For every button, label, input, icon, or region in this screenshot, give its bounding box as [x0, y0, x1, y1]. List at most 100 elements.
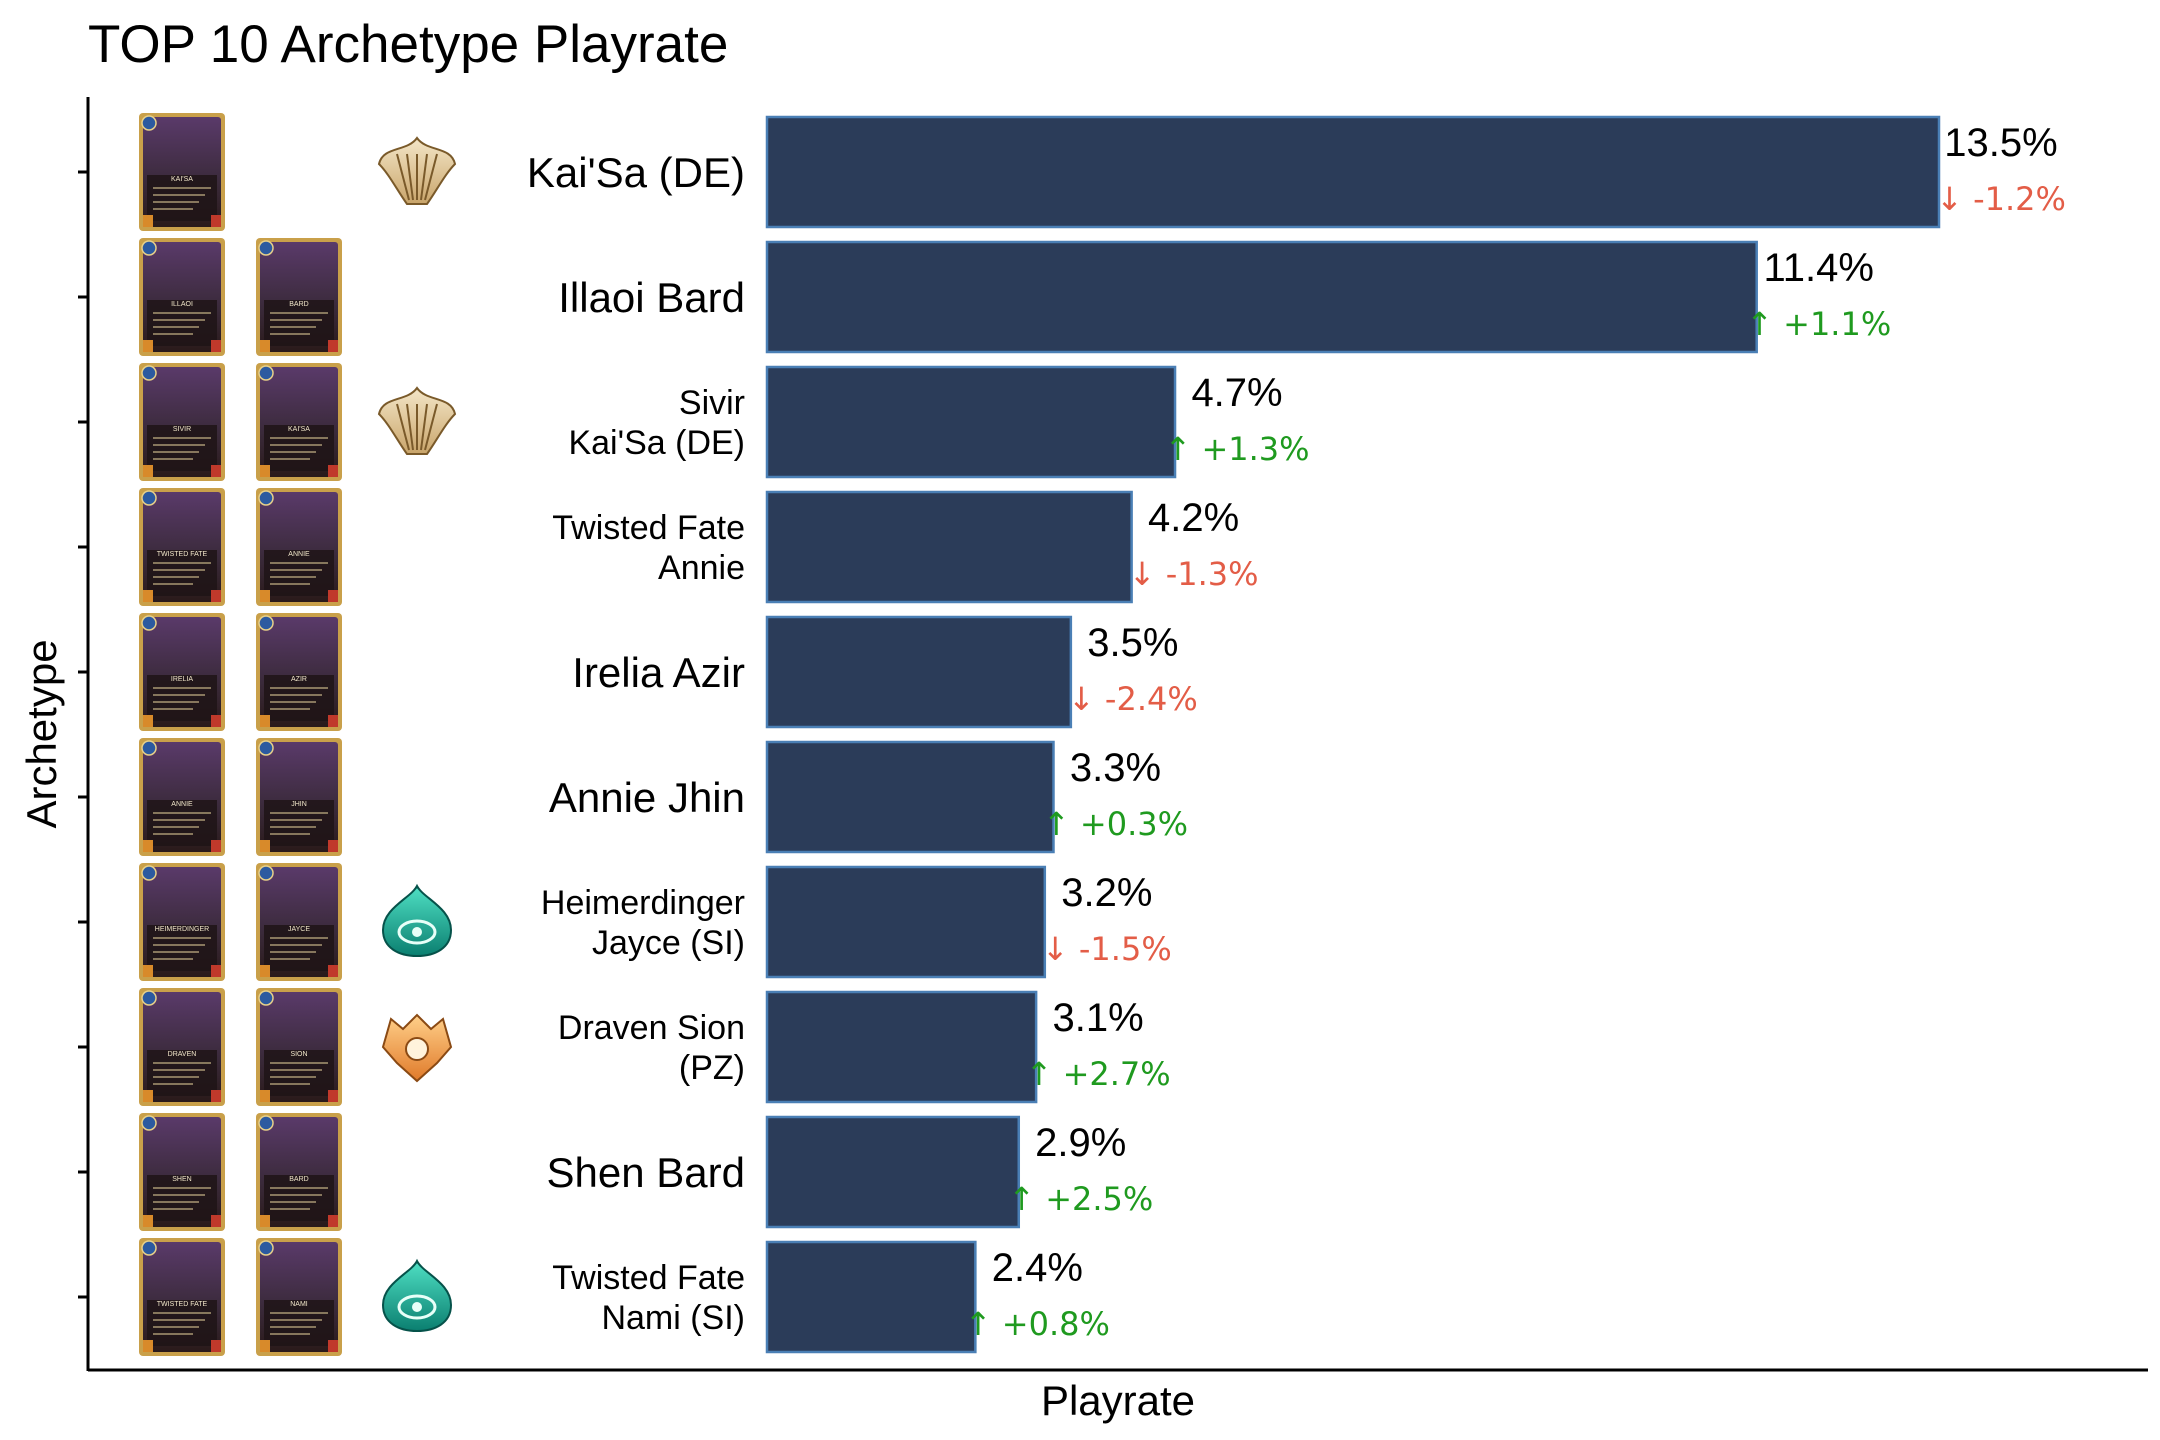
archetype-row: DRAVEN SION Draven Sion(PZ) 3.1% ↑ +2.7% — [139, 988, 1171, 1106]
shurima-icon — [377, 136, 457, 205]
card-name: HEIMERDINGER — [155, 926, 209, 933]
card-name: BARD — [289, 301, 308, 308]
axes — [78, 97, 2148, 1372]
bar — [765, 115, 1941, 229]
champion-card: HEIMERDINGER — [139, 863, 225, 981]
champion-card: KAI'SA — [139, 113, 225, 231]
bar — [765, 865, 1047, 979]
category-label: Irelia Azir — [572, 649, 745, 696]
value-label: 2.9% — [1035, 1121, 1126, 1165]
champion-card: BARD — [256, 238, 342, 356]
card-name: SIVIR — [173, 426, 191, 433]
card-name: KAI'SA — [288, 426, 310, 433]
card-name: TWISTED FATE — [157, 551, 208, 558]
y-axis-label: Archetype — [18, 639, 65, 828]
card-name: BARD — [289, 1176, 308, 1183]
change-label: ↓ -1.5% — [1042, 930, 1172, 968]
chart-title: TOP 10 Archetype Playrate — [88, 15, 729, 74]
bar — [765, 740, 1055, 854]
card-name: DRAVEN — [168, 1051, 197, 1058]
change-label: ↑ +2.5% — [1008, 1180, 1153, 1218]
shadow-isles-icon — [381, 1258, 453, 1333]
card-name: TWISTED FATE — [157, 1301, 208, 1308]
champion-card: SION — [256, 988, 342, 1106]
champion-card: SHEN — [139, 1113, 225, 1231]
category-label: Kai'Sa (DE) — [568, 424, 745, 462]
value-label: 3.2% — [1061, 871, 1152, 915]
piltover-zaun-icon — [381, 1013, 453, 1083]
card-name: SION — [290, 1051, 307, 1058]
bar — [765, 990, 1038, 1104]
champion-card: JAYCE — [256, 863, 342, 981]
champion-card: KAI'SA — [256, 363, 342, 481]
category-label: Heimerdinger — [541, 884, 745, 922]
change-label: ↑ +2.7% — [1026, 1055, 1171, 1093]
champion-card: ANNIE — [139, 738, 225, 856]
category-label: Annie — [658, 549, 745, 587]
card-name: ANNIE — [288, 551, 310, 558]
change-label: ↑ +1.3% — [1164, 430, 1309, 468]
card-name: ANNIE — [171, 801, 193, 808]
champion-card: TWISTED FATE — [139, 488, 225, 606]
value-label: 13.5% — [1944, 121, 2057, 165]
change-label: ↑ +0.3% — [1043, 805, 1188, 843]
change-label: ↑ +1.1% — [1746, 305, 1891, 343]
category-label: (PZ) — [679, 1049, 745, 1087]
bar — [765, 490, 1133, 604]
category-label: Twisted Fate — [552, 509, 745, 547]
category-label: Jayce (SI) — [592, 924, 745, 962]
change-label: ↓ -2.4% — [1068, 680, 1198, 718]
category-label: Twisted Fate — [552, 1259, 745, 1297]
champion-card: AZIR — [256, 613, 342, 731]
shadow-isles-icon — [381, 883, 453, 958]
value-label: 3.3% — [1070, 746, 1161, 790]
champion-card: NAMI — [256, 1238, 342, 1356]
card-name: AZIR — [291, 676, 307, 683]
bar — [765, 615, 1073, 729]
x-axis-label: Playrate — [1041, 1377, 1195, 1424]
champion-card: JHIN — [256, 738, 342, 856]
value-label: 4.7% — [1191, 371, 1282, 415]
champion-card: ILLAOI — [139, 238, 225, 356]
bar — [765, 240, 1758, 354]
champion-card: BARD — [256, 1113, 342, 1231]
bar — [765, 365, 1177, 479]
category-label: Sivir — [679, 384, 745, 422]
category-label: Nami (SI) — [601, 1299, 745, 1337]
champion-card: IRELIA — [139, 613, 225, 731]
value-label: 11.4% — [1763, 246, 1873, 290]
card-name: JAYCE — [288, 926, 310, 933]
champion-card: DRAVEN — [139, 988, 225, 1106]
card-name: ILLAOI — [171, 301, 193, 308]
change-label: ↑ +0.8% — [965, 1305, 1110, 1343]
archetype-row: ANNIE JHIN Annie Jhin 3.3% ↑ +0.3% — [139, 738, 1188, 856]
archetype-row: SHEN BARD Shen Bard 2.9% ↑ +2.5% — [139, 1113, 1153, 1231]
category-label: Draven Sion — [558, 1009, 745, 1047]
value-label: 3.5% — [1087, 621, 1178, 665]
category-label: Shen Bard — [547, 1149, 745, 1196]
bar — [765, 1115, 1021, 1229]
category-label: Annie Jhin — [549, 774, 745, 821]
champion-card: TWISTED FATE — [139, 1238, 225, 1356]
archetype-row: IRELIA AZIR Irelia Azir 3.5% ↓ -2.4% — [139, 613, 1198, 731]
champion-card: SIVIR — [139, 363, 225, 481]
card-name: JHIN — [291, 801, 307, 808]
change-label: ↓ -1.3% — [1129, 555, 1259, 593]
value-label: 4.2% — [1148, 496, 1239, 540]
shurima-icon — [377, 386, 457, 455]
value-label: 3.1% — [1053, 996, 1144, 1040]
card-name: NAMI — [290, 1301, 308, 1308]
archetype-row: KAI'SA Kai'Sa (DE) 13.5% ↓ -1.2% — [139, 113, 2066, 231]
value-label: 2.4% — [992, 1246, 1083, 1290]
card-name: KAI'SA — [171, 176, 193, 183]
archetype-row: ILLAOI BARD Illaoi Bard 11.4% ↑ +1.1% — [139, 238, 1891, 356]
category-label: Kai'Sa (DE) — [527, 149, 745, 196]
card-name: SHEN — [172, 1176, 191, 1183]
card-name: IRELIA — [171, 676, 194, 683]
bar — [765, 1240, 977, 1354]
